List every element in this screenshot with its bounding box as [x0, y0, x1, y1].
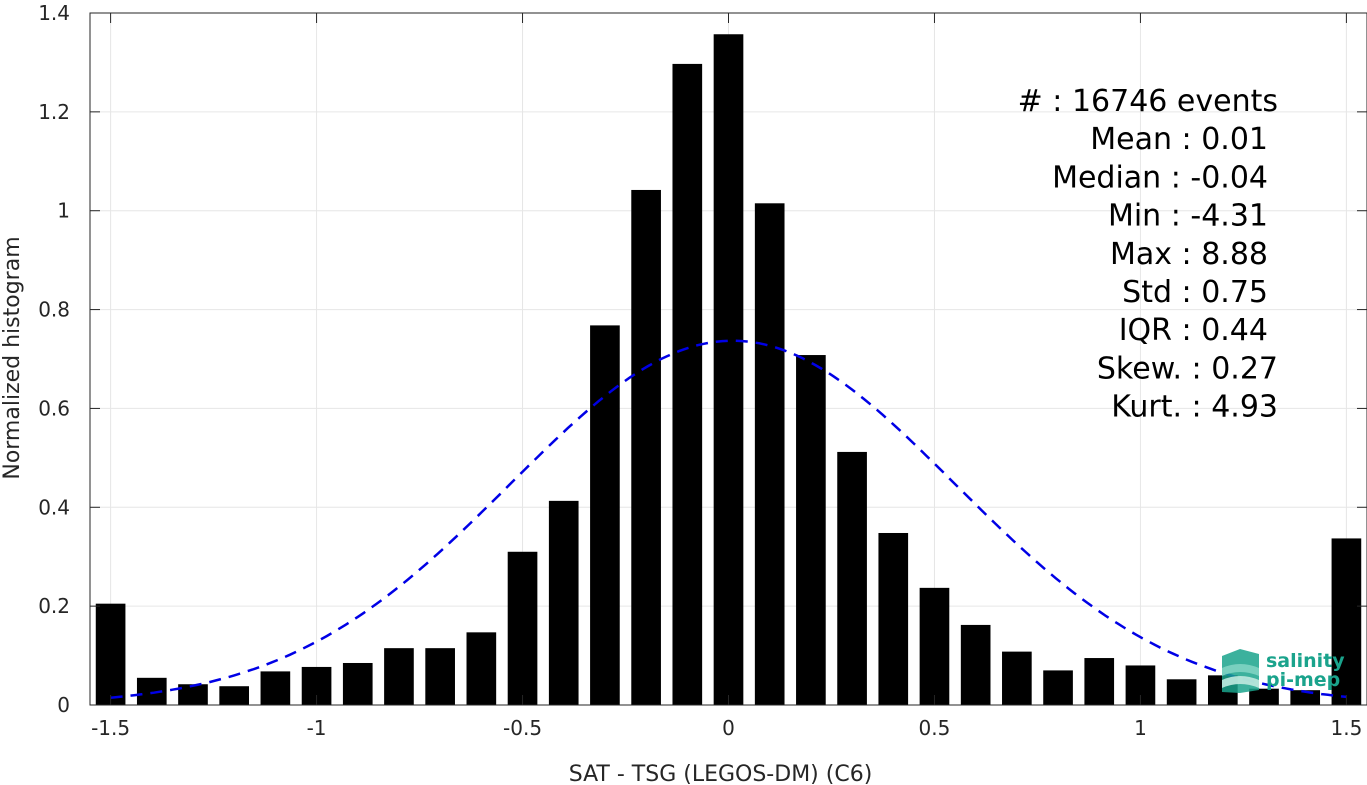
- salinity-pi-mep-logo: salinity pi-mep: [1222, 649, 1345, 693]
- x-tick-labels: -1.5 -1 -0.5 0 0.5 1 1.5: [91, 716, 1362, 740]
- histogram-bar: [960, 624, 991, 705]
- y-tick-labels: 0 0.2 0.4 0.6 0.8 1 1.2 1.4: [38, 1, 70, 717]
- y-tick-label: 0.6: [38, 396, 70, 420]
- histogram-bar: [507, 551, 538, 705]
- histogram-bar: [796, 355, 826, 705]
- histogram-bar: [95, 603, 126, 705]
- histogram-bar: [1331, 538, 1362, 705]
- histogram-bar: [1166, 679, 1197, 705]
- gaussian-fit-curve: [110, 339, 1347, 699]
- histogram-bar: [878, 532, 909, 705]
- stat-line: Std : 0.75: [1122, 275, 1268, 310]
- y-tick-label: 1.2: [38, 100, 70, 124]
- histogram-bar: [342, 662, 373, 705]
- y-tick-label: 1: [57, 199, 70, 223]
- stat-line: Kurt. : 4.93: [1111, 390, 1278, 425]
- histogram-bar: [260, 671, 291, 705]
- histogram-bar: [672, 63, 703, 705]
- x-tick-label: 0: [722, 716, 735, 740]
- y-tick-label: 0.4: [38, 495, 70, 519]
- histogram-bar: [425, 648, 455, 705]
- y-tick-label: 0: [57, 693, 70, 717]
- histogram-bar: [837, 451, 867, 705]
- axis-ticks: [90, 12, 1367, 706]
- histogram-bar: [548, 500, 579, 705]
- x-tick-label: -1.5: [91, 716, 130, 740]
- x-tick-label: 1.5: [1330, 716, 1362, 740]
- y-axis-title: Normalized histogram: [0, 236, 25, 479]
- histogram-bar: [631, 189, 661, 705]
- histogram-bar: [466, 632, 497, 705]
- stat-line: Median : -0.04: [1052, 160, 1268, 195]
- stat-line: Min : -4.31: [1108, 199, 1268, 234]
- histogram-bar: [1002, 651, 1032, 705]
- histogram-bar: [1249, 688, 1279, 705]
- histogram-bar: [1084, 658, 1115, 705]
- stat-line: IQR : 0.44: [1119, 313, 1268, 348]
- logo-text-line2: pi-mep: [1266, 669, 1340, 691]
- histogram-bar: [219, 686, 250, 705]
- histogram-bar: [713, 34, 744, 706]
- stat-line: Max : 8.88: [1110, 237, 1268, 272]
- histogram-bar: [754, 203, 785, 706]
- x-tick-label: -0.5: [503, 716, 542, 740]
- histogram-bar: [919, 587, 950, 705]
- x-tick-label: -1: [307, 716, 327, 740]
- x-tick-label: 0.5: [919, 716, 951, 740]
- stat-line: # : 16746 events: [1018, 84, 1278, 119]
- stat-line: Mean : 0.01: [1090, 122, 1268, 157]
- histogram-bar: [384, 648, 414, 705]
- y-tick-label: 0.8: [38, 298, 70, 322]
- histogram-bar: [1043, 670, 1073, 705]
- x-axis-title: SAT - TSG (LEGOS-DM) (C6): [569, 762, 873, 785]
- histogram-bar: [590, 325, 620, 705]
- y-tick-label: 0.2: [38, 594, 70, 618]
- x-tick-label: 1: [1134, 716, 1147, 740]
- logo-text-line1: salinity: [1266, 650, 1345, 672]
- y-tick-label: 1.4: [38, 1, 70, 25]
- histogram-bar: [178, 684, 208, 705]
- stat-line: Skew. : 0.27: [1097, 351, 1278, 386]
